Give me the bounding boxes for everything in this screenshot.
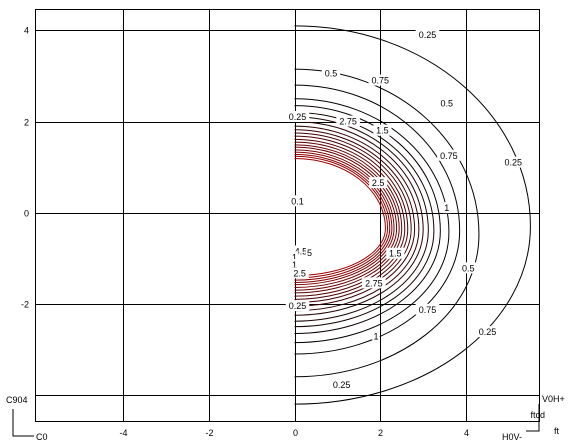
contour-label-bg — [415, 28, 440, 40]
contour-label: 5 — [307, 248, 312, 258]
contour-label-bg — [285, 111, 310, 123]
contour-line — [294, 98, 450, 344]
x-tick-label: 4 — [464, 428, 469, 438]
contour-label: 2.75 — [339, 117, 357, 127]
contour-label: 1 — [444, 203, 449, 213]
contour-label: 0.25 — [479, 327, 497, 337]
contour-line — [294, 68, 480, 378]
contour-label-bg — [368, 74, 393, 86]
contour-label: 1 — [292, 252, 297, 262]
x-tick-label: 0 — [293, 428, 298, 438]
contour-label-bg — [372, 330, 380, 342]
contour-label: 2.75 — [365, 278, 383, 288]
contour-line — [294, 157, 386, 277]
contour-label: 0.25 — [504, 158, 522, 168]
contour-line — [294, 144, 400, 291]
contour-label-bg — [386, 247, 405, 259]
corner-label-right-vertical: V0H+ — [542, 394, 565, 404]
x-tick-label: 2 — [378, 428, 383, 438]
contour-label-bg — [459, 262, 478, 274]
contour-line — [294, 132, 412, 304]
x-tick-label: -4 — [119, 428, 127, 438]
contour-label: 1 — [292, 260, 297, 270]
contour-label-bg — [437, 149, 461, 161]
tick-labels: -4 -2 0 2 4 4 2 0 -2 — [21, 26, 469, 439]
contour-line — [294, 155, 389, 279]
contour-line — [294, 135, 409, 300]
contour-line — [294, 153, 391, 281]
contour-line — [294, 121, 424, 316]
contour-label: 0.5 — [462, 263, 475, 273]
contour-lines — [294, 25, 531, 405]
contour-label-bg — [369, 177, 388, 189]
contour-label: 1.5 — [389, 249, 402, 259]
contour-label: 4.5 — [295, 246, 308, 256]
contour-line — [294, 116, 429, 322]
contour-label-bg — [336, 115, 360, 127]
contour-label: 1 — [373, 332, 378, 342]
contour-label: 0.25 — [289, 112, 307, 122]
corner-bracket-left — [12, 409, 34, 437]
corner-label-right-horizontal: H0V- — [502, 432, 522, 442]
contour-label-bg — [288, 195, 307, 207]
unit-label: ftcd — [530, 410, 545, 420]
corner-bracket-right — [526, 404, 540, 432]
contour-line — [294, 146, 398, 288]
corner-label-left-horizontal: C0 — [36, 432, 48, 442]
contour-label: 0.75 — [419, 305, 437, 315]
contour-line — [294, 138, 406, 297]
contour-label-bg — [329, 378, 354, 390]
contour-label-bg — [290, 259, 299, 271]
contour-label: 0.5 — [325, 69, 338, 79]
contour-label-bg — [285, 300, 310, 312]
contour-label: 0.5 — [441, 98, 454, 108]
y-tick-label: 4 — [24, 26, 29, 36]
contour-label-bg — [501, 156, 526, 168]
x-tick-label: -2 — [205, 428, 213, 438]
contour-label-bg — [305, 246, 314, 258]
contour-label: 2.5 — [372, 178, 385, 188]
contour-label-bg — [437, 97, 456, 109]
contour-label-bg — [290, 251, 299, 263]
contour-label: 0.25 — [419, 30, 437, 40]
contour-label-bg — [443, 202, 451, 214]
contour-label-bg — [291, 245, 311, 257]
contour-line — [294, 149, 395, 286]
contour-label: 0.1 — [291, 196, 304, 206]
y-tick-label: -2 — [21, 300, 29, 310]
corner-label-left-vertical: C904 — [6, 395, 28, 405]
contour-label: 0.75 — [440, 151, 458, 161]
contour-label-bg — [415, 303, 440, 315]
contour-label: 0.25 — [289, 301, 307, 311]
y-tick-label: 0 — [24, 209, 29, 219]
contour-label: 0.25 — [333, 380, 351, 390]
contour-line — [294, 151, 393, 283]
contour-label-bg — [321, 67, 341, 79]
contour-line — [294, 25, 531, 405]
contour-line — [294, 141, 403, 294]
contour-line — [294, 125, 420, 312]
contour-line — [294, 105, 441, 334]
x-unit-label: ft — [554, 426, 560, 436]
contour-label: 2.5 — [293, 268, 306, 278]
contour-label-bg — [475, 326, 500, 338]
contour-label: 1.5 — [376, 126, 389, 136]
contour-label: 0.75 — [372, 76, 390, 86]
contour-line — [294, 129, 416, 307]
plot-frame — [35, 9, 540, 422]
contour-label-bg — [290, 267, 309, 279]
contour-label-bg — [373, 124, 392, 136]
contour-labels: 0.250.50.750.51.50.750.252.511.50.52.750… — [285, 28, 526, 390]
y-tick-label: 2 — [24, 118, 29, 128]
contour-line — [294, 111, 435, 328]
contour-label-bg — [362, 277, 386, 289]
